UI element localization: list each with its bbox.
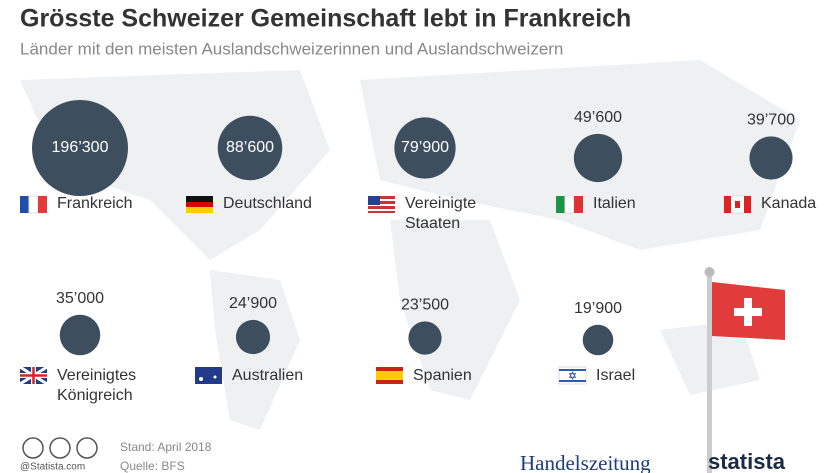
credit: @Statista.com <box>20 462 85 473</box>
partner-logo: Handelszeitung <box>520 451 651 473</box>
bubble <box>408 321 442 355</box>
country-name: Kanada <box>761 195 817 212</box>
title: Grösste Schweizer Gemeinschaft lebt in F… <box>20 5 631 33</box>
value-label: 49’600 <box>574 109 622 126</box>
country-name: Frankreich <box>57 195 133 212</box>
country-name: Spanien <box>413 367 472 384</box>
bubble <box>573 133 623 183</box>
value-label: 23’500 <box>401 297 449 314</box>
country-name: Vereinigtes Königreich <box>57 367 137 404</box>
value-label: 196’300 <box>52 139 109 156</box>
date-note: Stand: April 2018 <box>120 440 212 454</box>
license-icons <box>22 437 98 459</box>
value-label: 24’900 <box>229 295 277 312</box>
source-note: Quelle: BFS <box>120 459 185 473</box>
swiss-flag <box>704 267 785 473</box>
country-name: Israel <box>596 367 636 384</box>
brand-logo: statista <box>708 449 786 473</box>
bubble <box>749 136 793 180</box>
bubble <box>394 117 456 179</box>
bubble <box>217 115 283 181</box>
country-name: Vereinigte Staaten <box>405 195 477 232</box>
value-label: 39’700 <box>747 112 795 129</box>
bubble <box>582 324 614 356</box>
bubble <box>59 314 101 356</box>
subtitle: Länder mit den meisten Auslandschweizeri… <box>20 39 563 58</box>
country-name: Australien <box>232 367 304 384</box>
value-label: 88’600 <box>226 139 274 156</box>
country-name: Italien <box>593 195 636 212</box>
value-label: 19’900 <box>574 300 622 317</box>
value-label: 35’000 <box>56 290 104 307</box>
flags <box>19 195 752 386</box>
country-name: Deutschland <box>223 195 312 212</box>
bubble <box>235 319 271 355</box>
value-label: 79’900 <box>401 139 449 156</box>
bubble <box>32 100 128 196</box>
